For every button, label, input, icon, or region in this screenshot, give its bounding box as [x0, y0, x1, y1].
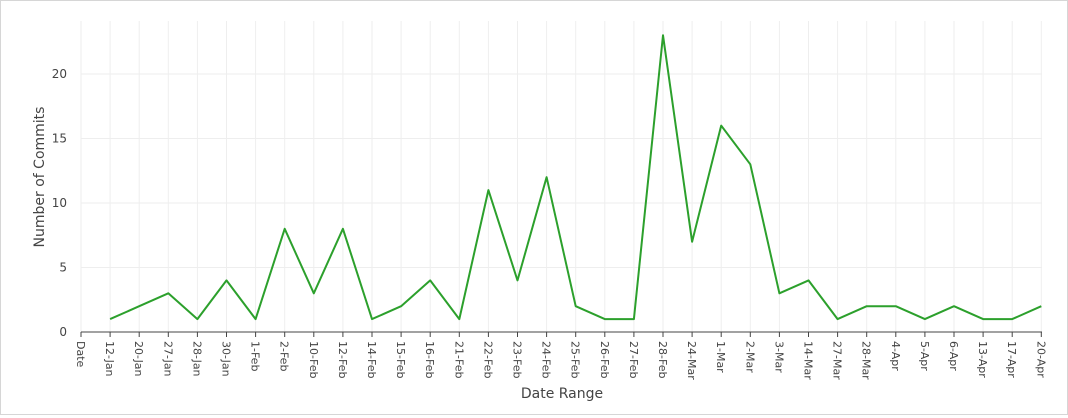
x-tick-label: 24-Mar [685, 341, 698, 380]
x-tick-label: 6-Apr [947, 341, 960, 371]
x-tick-label: 10-Feb [307, 341, 320, 378]
x-tick-label: 14-Feb [365, 341, 378, 378]
x-tick-label: 27-Jan [161, 341, 174, 377]
y-tick-label: 5 [59, 261, 67, 275]
x-tick-label: 2-Feb [278, 341, 291, 371]
x-tick-label: 5-Apr [918, 341, 931, 371]
x-tick-label: 3-Mar [772, 341, 785, 373]
x-tick-label: 28-Jan [190, 341, 203, 377]
x-tick-label: 12-Feb [336, 341, 349, 378]
x-tick-label: 27-Feb [627, 341, 640, 378]
x-tick-label: 25-Feb [569, 341, 582, 378]
x-tick-label: 22-Feb [481, 341, 494, 378]
x-tick-label: 15-Feb [394, 341, 407, 378]
x-tick-label: 24-Feb [540, 341, 553, 378]
x-tick-label: 14-Mar [802, 341, 815, 380]
y-tick-label: 0 [59, 325, 67, 339]
x-tick-label: 12-Jan [103, 341, 116, 377]
x-tick-label: 2-Mar [743, 341, 756, 373]
commits-series-line [109, 34, 1042, 321]
gridlines [80, 21, 1042, 332]
y-tick-label: 20 [52, 67, 67, 81]
x-axis-ticks: Date 12-Jan 20-Jan 27-Jan 28-Jan 30-Jan 1-Feb 2… [74, 332, 1047, 380]
x-tick-label: 27-Mar [831, 341, 844, 380]
y-tick-label: 10 [52, 196, 67, 210]
x-tick-label: 1-Feb [249, 341, 262, 371]
x-tick-label: 1-Mar [714, 341, 727, 373]
x-tick-label: 28-Feb [656, 341, 669, 378]
y-axis-title: Number of Commits [32, 107, 48, 248]
y-axis-ticks: 0 5 10 15 20 [52, 67, 67, 339]
x-tick-label: 13-Apr [976, 341, 989, 378]
x-tick-label: 16-Feb [423, 341, 436, 378]
x-tick-label: 17-Apr [1005, 341, 1018, 378]
x-tick-label: 20-Jan [132, 341, 145, 377]
x-tick-label: 21-Feb [452, 341, 465, 378]
y-tick-label: 15 [52, 132, 67, 146]
x-tick-label: 23-Feb [511, 341, 524, 378]
x-tick-label: 4-Apr [889, 341, 902, 371]
x-axis-title: Date Range [521, 386, 603, 402]
x-tick-label: 20-Apr [1034, 341, 1047, 378]
x-tick-label: 30-Jan [220, 341, 233, 377]
x-tick-label: 28-Mar [860, 341, 873, 380]
x-tick-label: 26-Feb [598, 341, 611, 378]
x-tick-label: Date [74, 341, 87, 368]
